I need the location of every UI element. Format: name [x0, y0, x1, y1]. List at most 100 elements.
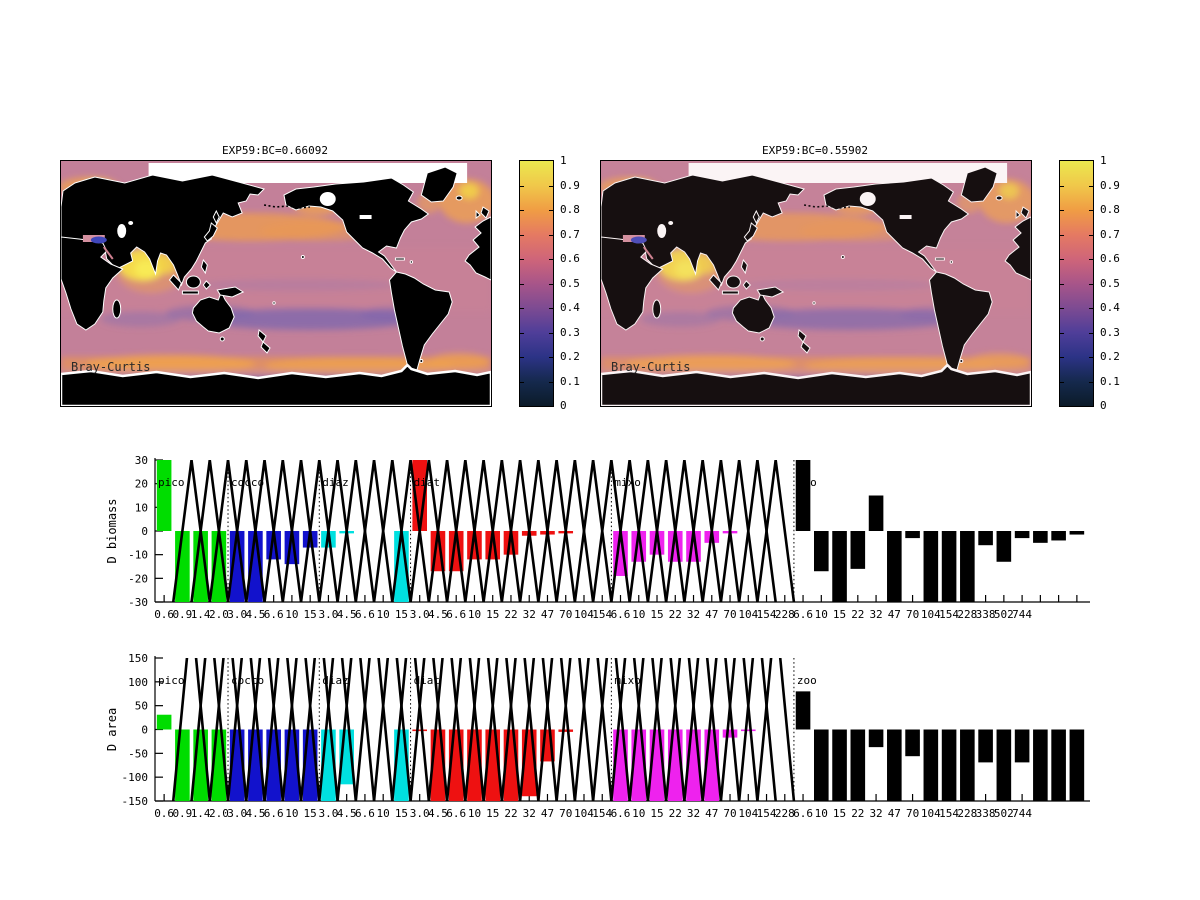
- group-label-diaz: diaz: [322, 476, 349, 489]
- x-tick-label: 70: [906, 807, 919, 820]
- x-tick-label: 47: [541, 807, 554, 820]
- colorbar-tick-mark: [1089, 332, 1093, 334]
- x-tick-label: 22: [851, 807, 864, 820]
- size-triangle: [482, 658, 522, 801]
- size-triangle: [482, 460, 522, 602]
- group-label-pico: pico: [158, 674, 185, 687]
- group-label-zoo: zoo: [797, 476, 817, 489]
- size-triangle: [646, 658, 686, 801]
- x-tick-label: 0.6: [154, 807, 174, 820]
- bar-diat-22: [503, 531, 519, 555]
- bar-zoo-502: [996, 729, 1012, 801]
- y-tick-label: -150: [122, 795, 149, 808]
- group-label-cocco: cocco: [231, 674, 264, 687]
- size-class-triangles: [171, 460, 796, 602]
- x-tick-label: 32: [687, 608, 700, 621]
- y-axis-title: D biomass: [105, 498, 119, 563]
- colorbar-tick-mark: [520, 210, 524, 211]
- size-triangle: [299, 460, 339, 602]
- colorbar-tick-mark: [1089, 283, 1093, 285]
- group-label-diat: diat: [414, 476, 441, 489]
- colorbar-tick-mark: [1089, 210, 1093, 211]
- x-tick-label: 0.9: [172, 608, 192, 621]
- colorbar-tick-label: 0: [560, 399, 567, 412]
- x-tick-label: 22: [504, 608, 517, 621]
- x-tick-label: 47: [541, 608, 554, 621]
- y-tick-label: 30: [135, 454, 148, 467]
- size-triangle: [409, 658, 449, 801]
- y-tick-label: 10: [135, 501, 148, 514]
- map2-title: EXP59:BC=0.55902: [762, 144, 868, 157]
- size-triangle: [500, 460, 540, 602]
- size-triangle: [464, 658, 504, 801]
- bar-zoo-10: [814, 729, 829, 801]
- size-triangle: [537, 460, 577, 602]
- colorbar-1-labels: 1 0.9 0.8 0.7 0.6 0.5 0.4 0.3 0.2 0.1 0: [560, 154, 600, 412]
- x-tick-label: 744: [1012, 807, 1032, 820]
- bar-zoo-x13: [1033, 729, 1048, 801]
- x-tick-label: 10: [632, 608, 645, 621]
- x-tick-label: 154: [939, 807, 959, 820]
- size-triangle: [555, 658, 595, 801]
- x-tick-label: 22: [851, 608, 864, 621]
- x-tick-label: 1.4: [191, 807, 211, 820]
- y-tick-label: 150: [128, 652, 148, 665]
- x-tick-label: 154: [939, 608, 959, 621]
- x-tick-label: 4.5: [337, 608, 357, 621]
- x-tick-label: 6.6: [446, 807, 466, 820]
- colorbar-tick-mark: [520, 185, 524, 187]
- colorbar-tick-label: 0.7: [560, 227, 580, 241]
- size-triangle: [208, 658, 248, 801]
- bar-zoo-x13: [1033, 531, 1048, 543]
- size-triangle: [737, 460, 777, 602]
- x-tick-label: 3.0: [227, 807, 247, 820]
- colorbar-tick-mark: [549, 185, 553, 187]
- size-triangle: [555, 460, 595, 602]
- x-tick-label: 338: [976, 807, 996, 820]
- x-tick-label: 4.5: [245, 807, 265, 820]
- bar-pico-0.6: [156, 714, 172, 730]
- x-tick-label: 70: [906, 608, 919, 621]
- size-triangle: [628, 460, 668, 602]
- colorbar-tick-label: 0.4: [560, 301, 580, 314]
- size-triangle: [391, 460, 431, 602]
- colorbar-tick-label: 1: [560, 154, 567, 167]
- bar-zoo-228: [960, 729, 975, 801]
- x-tick-label: 10: [285, 608, 298, 621]
- x-tick-label: 338: [976, 608, 996, 621]
- size-triangle: [208, 460, 248, 602]
- bar-zoo-47: [887, 531, 902, 602]
- y-tick-label: 0: [141, 525, 148, 538]
- bar-zoo-15: [832, 531, 847, 602]
- map1-title: EXP59:BC=0.66092: [222, 144, 328, 157]
- x-tick-label: 1.4: [191, 608, 211, 621]
- bar-pico-0.9: [175, 531, 190, 602]
- bar-zoo-32: [868, 729, 884, 748]
- bar-zoo-32: [868, 495, 884, 531]
- size-triangle: [610, 460, 650, 602]
- x-tick-label: 6.6: [446, 608, 466, 621]
- size-triangle: [464, 460, 504, 602]
- colorbar-1: [519, 160, 554, 407]
- x-tick-label: 15: [833, 608, 846, 621]
- colorbar-tick-label: 0.3: [1100, 325, 1120, 339]
- bar-pico-1.4: [193, 531, 208, 602]
- y-tick-label: -10: [128, 549, 148, 562]
- x-tick-label: 6.6: [611, 608, 631, 621]
- x-tick-label: 104: [921, 807, 941, 820]
- colorbar-tick-mark: [1060, 234, 1064, 236]
- x-tick-label: 4.5: [428, 807, 448, 820]
- x-tick-label: 0.9: [172, 807, 192, 820]
- colorbar-tick-mark: [1089, 308, 1093, 309]
- x-tick-label: 15: [650, 807, 663, 820]
- x-tick-label: 70: [559, 608, 572, 621]
- x-tick-label: 2.0: [209, 807, 229, 820]
- size-triangle: [683, 460, 723, 602]
- size-triangle: [171, 460, 212, 602]
- map1-metric-label: Bray-Curtis: [71, 360, 151, 374]
- group-label-zoo: zoo: [797, 674, 817, 687]
- size-triangle: [263, 460, 303, 602]
- bar-zoo-70: [905, 729, 920, 757]
- colorbar-tick-label: 0.6: [560, 252, 580, 265]
